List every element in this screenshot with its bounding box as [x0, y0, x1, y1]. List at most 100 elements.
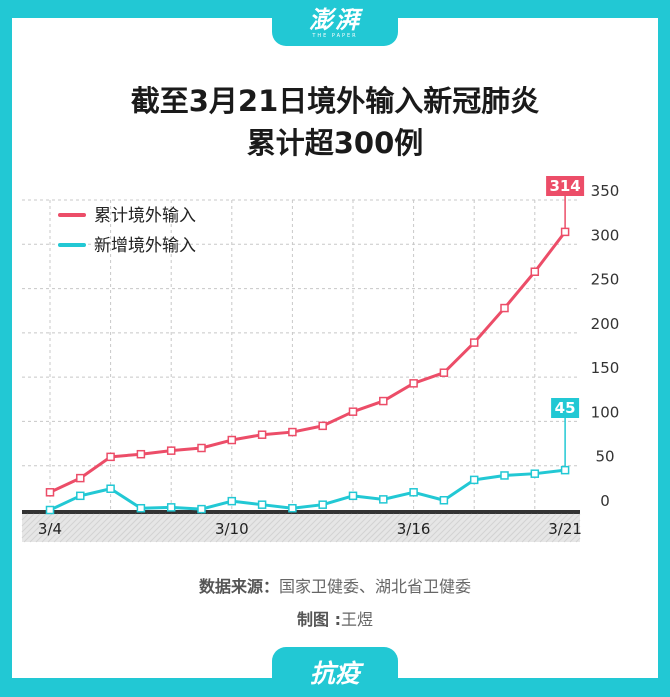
page-title: 截至3月21日境外输入新冠肺炎 累计超300例 [12, 80, 658, 164]
axis-hatch [425, 513, 455, 543]
axis-hatch [323, 513, 353, 543]
chart-card [12, 18, 658, 678]
axis-hatch [77, 513, 107, 543]
axis-hatch [563, 525, 581, 543]
axis-hatch [21, 513, 47, 539]
data-point [379, 396, 388, 406]
axis-hatch [371, 513, 401, 543]
x-tick-label: 3/10 [215, 520, 249, 538]
maker-label: 制图 : [297, 610, 341, 629]
axis-hatch [545, 513, 575, 543]
axis-hatch [527, 513, 557, 543]
axis-hatch [449, 513, 479, 543]
axis-hatch [395, 513, 425, 543]
axis-hatch [197, 513, 227, 543]
axis-hatch [467, 513, 497, 543]
axis-hatch [305, 513, 335, 543]
axis-hatch [35, 513, 65, 543]
title-line-1: 截至3月21日境外输入新冠肺炎 [130, 84, 540, 118]
annotation-label: 314 [549, 177, 580, 195]
axis-hatch [437, 513, 467, 543]
axis-hatch [29, 513, 59, 543]
axis-hatch [155, 513, 185, 543]
axis-hatch [431, 513, 461, 543]
axis-hatch [143, 513, 173, 543]
axis-hatch [113, 513, 143, 543]
y-tick-label: 0 [600, 492, 610, 510]
axis-hatch [167, 513, 197, 543]
axis-hatch [389, 513, 419, 543]
x-axis-band [22, 514, 580, 542]
axis-hatch [317, 513, 347, 543]
axis-hatch [191, 513, 221, 543]
data-point [166, 446, 176, 455]
axis-hatch [275, 513, 305, 543]
data-point [469, 338, 479, 347]
title-line-2: 累计超300例 [246, 126, 424, 160]
data-point [257, 430, 267, 439]
axis-hatch [65, 513, 95, 543]
axis-hatch [125, 513, 155, 543]
axis-hatch [347, 513, 377, 543]
data-point [409, 379, 418, 388]
x-tick-label: 3/16 [397, 520, 431, 538]
axis-hatch [407, 513, 437, 543]
axis-hatch [185, 513, 215, 543]
axis-hatch [491, 513, 521, 543]
axis-hatch [203, 513, 233, 543]
data-point [76, 491, 85, 501]
axis-hatch [509, 513, 539, 543]
logo-text: 澎湃 [309, 4, 361, 34]
axis-hatch [107, 513, 137, 543]
axis-hatch [383, 513, 413, 543]
axis-hatch [539, 513, 569, 543]
y-tick-label: 150 [591, 359, 620, 377]
data-source: 数据来源：国家卫健委、湖北省卫健委 [12, 573, 658, 597]
axis-hatch [233, 513, 263, 543]
axis-hatch [521, 513, 551, 543]
data-point [45, 505, 55, 515]
x-axis-line [22, 510, 580, 514]
axis-hatch [311, 513, 341, 543]
brand-logo: 澎湃 THE PAPER [272, 0, 398, 46]
axis-hatch [179, 513, 209, 543]
data-point [500, 471, 509, 480]
axis-hatch [263, 513, 293, 543]
data-point [257, 500, 267, 509]
data-point [439, 368, 449, 377]
axis-hatch [359, 513, 389, 543]
axis-hatch [335, 513, 365, 543]
series-line [49, 230, 567, 494]
data-point [76, 473, 85, 483]
data-point [227, 496, 237, 506]
data-point [530, 267, 540, 276]
axis-hatch [557, 519, 581, 543]
axis-hatch [149, 513, 179, 543]
annotation-label: 45 [555, 399, 576, 417]
axis-hatch [377, 513, 407, 543]
axis-hatch [119, 513, 149, 543]
y-tick-label: 200 [591, 315, 620, 333]
annotation-box [551, 398, 580, 418]
axis-hatch [53, 513, 83, 543]
legend-label: 累计境外输入 [94, 206, 196, 226]
data-point [409, 488, 418, 497]
y-tick-label: 50 [595, 448, 614, 466]
data-point [136, 449, 146, 459]
data-point [469, 475, 479, 485]
axis-hatch [287, 513, 317, 543]
y-tick-label: 300 [591, 226, 620, 244]
topic-tag: 抗疫 [272, 647, 398, 697]
data-point [530, 469, 540, 478]
chart-maker: 制图 :王煜 [12, 606, 658, 630]
axis-hatch [341, 513, 371, 543]
axis-hatch [455, 513, 485, 543]
axis-hatch [413, 513, 443, 543]
axis-hatch [575, 537, 581, 543]
axis-hatch [497, 513, 527, 543]
axis-hatch [401, 513, 431, 543]
axis-hatch [293, 513, 323, 543]
axis-hatch [269, 513, 299, 543]
axis-hatch [461, 513, 491, 543]
